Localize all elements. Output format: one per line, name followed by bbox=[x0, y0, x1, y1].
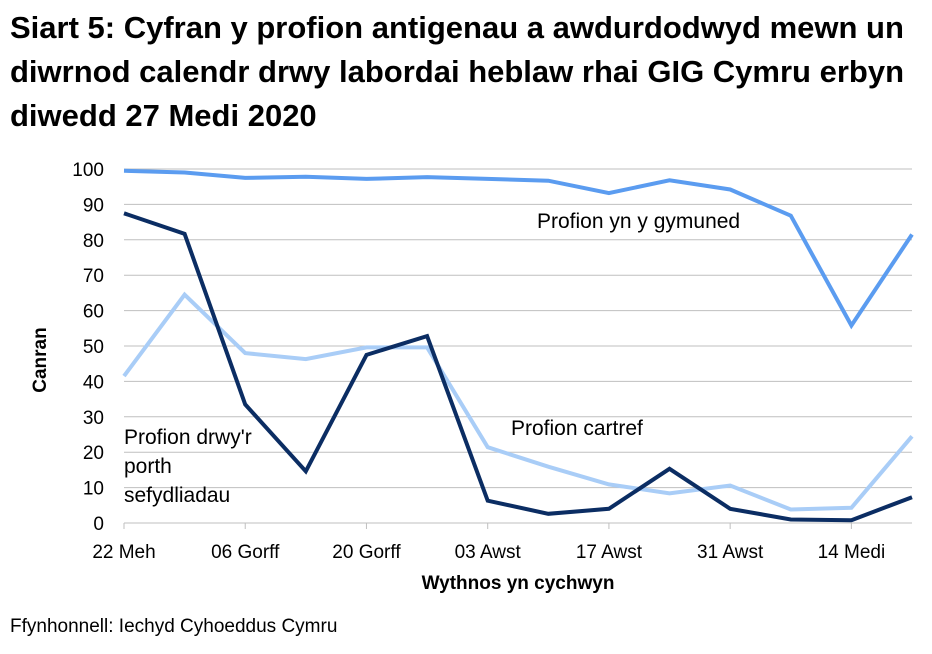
y-tick-label: 60 bbox=[83, 302, 104, 323]
y-axis-ticks: 0 10 20 30 40 50 60 70 80 90 100 bbox=[72, 160, 104, 535]
y-tick-label: 90 bbox=[83, 195, 104, 216]
y-tick-label: 0 bbox=[93, 514, 104, 535]
series-label-community: Profion yn y gymuned bbox=[537, 210, 740, 233]
y-tick-label: 80 bbox=[83, 231, 104, 252]
y-tick-label: 50 bbox=[83, 337, 104, 358]
y-axis-label: Canran bbox=[30, 327, 51, 392]
gridlines bbox=[124, 168, 912, 524]
series-label-institutional: Profion drwy'r porth sefydliadau bbox=[124, 426, 252, 507]
x-tick-label: 14 Medi bbox=[818, 542, 886, 563]
x-axis-label: Wythnos yn cychwyn bbox=[422, 573, 615, 594]
series-line-home bbox=[122, 291, 914, 512]
x-axis: 22 Meh 06 Gorff 20 Gorff 03 Awst 17 Awst 31 A… bbox=[92, 523, 885, 563]
x-tick-label: 17 Awst bbox=[576, 542, 643, 563]
y-tick-label: 40 bbox=[83, 372, 104, 393]
source-note: Ffynhonnell: Iechyd Cyhoeddus Cymru bbox=[10, 616, 338, 637]
series-label-home: Profion cartref bbox=[511, 417, 643, 440]
series-line-community bbox=[123, 168, 914, 330]
chart-title: Siart 5: Cyfran y profion antigenau a aw… bbox=[10, 10, 905, 133]
x-tick-label: 20 Gorff bbox=[332, 542, 401, 563]
y-tick-label: 20 bbox=[83, 443, 104, 464]
x-tick-label: 03 Awst bbox=[455, 542, 522, 563]
x-tick-label: 06 Gorff bbox=[211, 542, 280, 563]
y-tick-label: 10 bbox=[83, 479, 104, 500]
x-tick-label: 22 Meh bbox=[92, 542, 155, 563]
y-tick-label: 100 bbox=[72, 160, 104, 181]
series-line-institutional bbox=[123, 211, 913, 523]
y-tick-label: 70 bbox=[83, 266, 104, 287]
series-lines bbox=[122, 168, 914, 523]
x-tick-label: 31 Awst bbox=[697, 542, 764, 563]
y-tick-label: 30 bbox=[83, 408, 104, 429]
